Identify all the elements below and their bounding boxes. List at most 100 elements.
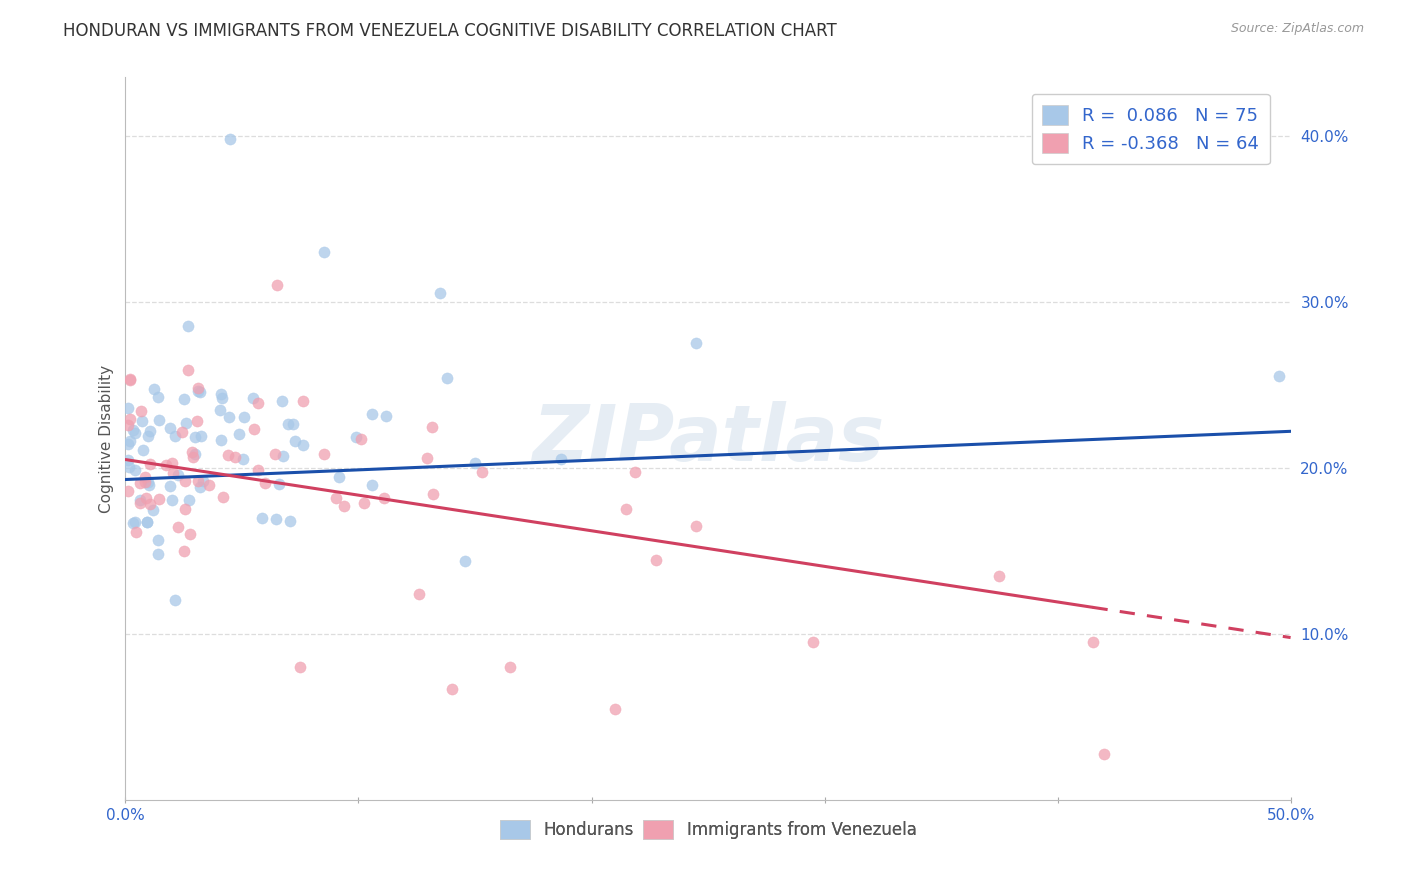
Point xyxy=(117,418,139,433)
Point xyxy=(117,437,139,451)
Point xyxy=(122,423,145,437)
Point xyxy=(162,466,184,480)
Point xyxy=(328,470,350,484)
Point xyxy=(179,527,201,541)
Point xyxy=(408,587,430,601)
Point xyxy=(454,553,477,567)
Point xyxy=(186,414,208,428)
Point xyxy=(440,681,463,696)
Point xyxy=(273,449,295,463)
Point xyxy=(174,474,197,488)
Point xyxy=(148,413,170,427)
Point xyxy=(120,412,142,426)
Point xyxy=(263,447,285,461)
Point xyxy=(122,516,145,530)
Point xyxy=(124,463,146,477)
Point xyxy=(264,512,287,526)
Point xyxy=(177,363,200,377)
Text: Source: ZipAtlas.com: Source: ZipAtlas.com xyxy=(1230,22,1364,36)
Point xyxy=(193,474,215,488)
Point xyxy=(129,404,152,418)
Point xyxy=(312,447,335,461)
Point xyxy=(174,501,197,516)
Point xyxy=(120,372,142,386)
Point xyxy=(219,132,242,146)
Point xyxy=(801,635,824,649)
Point xyxy=(190,429,212,443)
Point xyxy=(118,434,141,449)
Point xyxy=(143,382,166,396)
Point xyxy=(138,496,160,510)
Point xyxy=(159,478,181,492)
Point xyxy=(184,430,207,444)
Point xyxy=(212,490,235,504)
Point xyxy=(499,660,522,674)
Point xyxy=(211,391,233,405)
Point xyxy=(146,390,169,404)
Point xyxy=(135,491,157,505)
Point xyxy=(136,475,159,490)
Point xyxy=(360,407,382,421)
Point xyxy=(134,470,156,484)
Point xyxy=(117,401,139,415)
Legend: Hondurans, Immigrants from Venezuela: Hondurans, Immigrants from Venezuela xyxy=(494,814,924,846)
Point xyxy=(187,381,209,395)
Point xyxy=(232,452,254,467)
Point xyxy=(603,702,626,716)
Point xyxy=(118,460,141,475)
Point xyxy=(242,391,264,405)
Point xyxy=(174,416,197,430)
Point xyxy=(188,384,211,399)
Point xyxy=(436,371,458,385)
Point xyxy=(243,422,266,436)
Point xyxy=(181,450,204,465)
Point xyxy=(254,475,277,490)
Point xyxy=(422,487,444,501)
Point xyxy=(344,430,367,444)
Point xyxy=(173,543,195,558)
Point xyxy=(361,478,384,492)
Point xyxy=(184,447,207,461)
Point xyxy=(685,519,707,533)
Point xyxy=(118,373,141,387)
Point xyxy=(291,394,314,409)
Point xyxy=(375,409,398,423)
Point xyxy=(420,420,443,434)
Point xyxy=(162,493,184,508)
Point xyxy=(325,491,347,505)
Point xyxy=(333,499,356,513)
Point xyxy=(217,448,239,462)
Point xyxy=(224,450,246,464)
Point xyxy=(117,483,139,498)
Point xyxy=(177,492,200,507)
Point xyxy=(128,496,150,510)
Point xyxy=(283,417,305,431)
Point xyxy=(170,425,193,440)
Point xyxy=(163,429,186,443)
Point xyxy=(146,547,169,561)
Point xyxy=(645,552,668,566)
Point xyxy=(142,503,165,517)
Point xyxy=(429,286,451,301)
Point xyxy=(187,474,209,488)
Point xyxy=(416,451,439,466)
Point xyxy=(685,336,707,351)
Point xyxy=(218,410,240,425)
Point xyxy=(131,414,153,428)
Point xyxy=(167,520,190,534)
Point xyxy=(136,429,159,443)
Text: HONDURAN VS IMMIGRANTS FROM VENEZUELA COGNITIVE DISABILITY CORRELATION CHART: HONDURAN VS IMMIGRANTS FROM VENEZUELA CO… xyxy=(63,22,837,40)
Point xyxy=(131,442,153,457)
Point xyxy=(228,426,250,441)
Point xyxy=(155,458,177,472)
Point xyxy=(139,424,162,438)
Point xyxy=(135,515,157,529)
Point xyxy=(138,478,160,492)
Point xyxy=(190,480,212,494)
Point xyxy=(1081,635,1104,649)
Point xyxy=(124,515,146,529)
Point xyxy=(129,475,152,490)
Point xyxy=(117,453,139,467)
Point xyxy=(373,491,395,505)
Point xyxy=(284,434,307,448)
